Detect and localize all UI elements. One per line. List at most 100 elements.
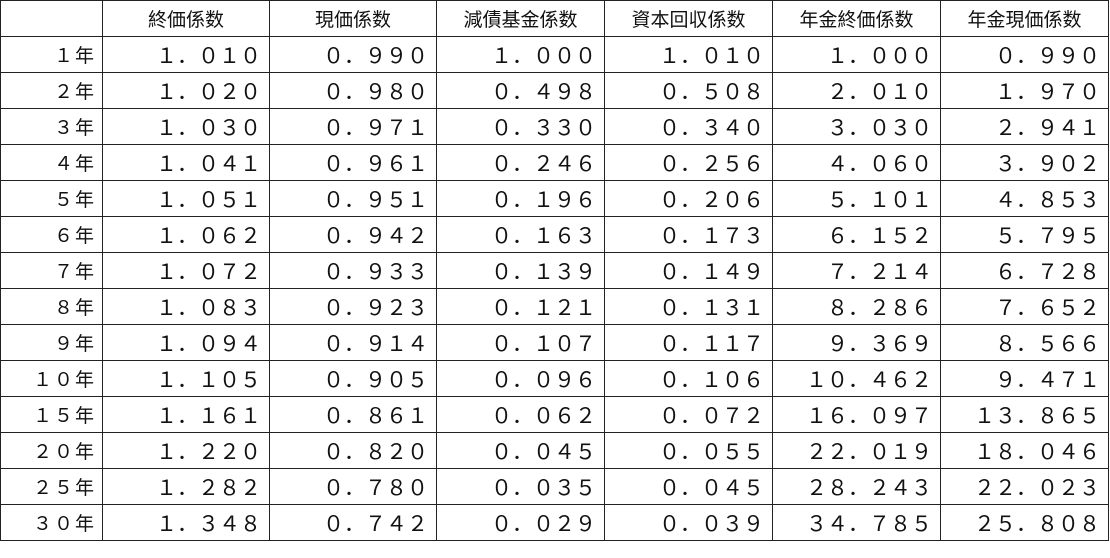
- cell-sinking-fund: ０．１９６: [436, 180, 605, 217]
- cell-future-value: １．０６２: [102, 216, 270, 253]
- cell-capital-recovery: ０．５０８: [604, 72, 773, 109]
- cell-annuity-future-value: ６．１５２: [772, 216, 941, 253]
- row-year-label: １５年: [0, 396, 103, 433]
- cell-sinking-fund: ０．１３９: [436, 252, 605, 289]
- cell-sinking-fund: ０．４９８: [436, 72, 605, 109]
- cell-sinking-fund: ０．１０７: [436, 324, 605, 361]
- cell-present-value: ０．９１４: [269, 324, 437, 361]
- cell-annuity-present-value: ７．６５２: [940, 288, 1109, 325]
- table-row: １５年 １．１６１ ０．８６１ ０．０６２ ０．０７２ １６．０９７ １３．８６５: [0, 396, 1109, 433]
- cell-capital-recovery: ０．１０６: [604, 360, 773, 397]
- cell-future-value: １．０７２: [102, 252, 270, 289]
- cell-annuity-future-value: ２２．０１９: [772, 432, 941, 469]
- row-year-label: ４年: [0, 144, 103, 181]
- cell-capital-recovery: ０．３４０: [604, 108, 773, 145]
- header-sinking-fund-factor: 減債基金係数: [436, 0, 605, 37]
- table-row: ２年 １．０２０ ０．９８０ ０．４９８ ０．５０８ ２．０１０ １．９７０: [0, 72, 1109, 109]
- cell-sinking-fund: ０．０４５: [436, 432, 605, 469]
- cell-annuity-present-value: ２５．８０８: [940, 504, 1109, 541]
- row-year-label: ３０年: [0, 504, 103, 541]
- cell-present-value: ０．９５１: [269, 180, 437, 217]
- cell-sinking-fund: ０．１２１: [436, 288, 605, 325]
- cell-future-value: １．３４８: [102, 504, 270, 541]
- cell-future-value: １．２２０: [102, 432, 270, 469]
- table-row: １０年 １．１０５ ０．９０５ ０．０９６ ０．１０６ １０．４６２ ９．４７１: [0, 360, 1109, 397]
- cell-annuity-present-value: ５．７９５: [940, 216, 1109, 253]
- cell-present-value: ０．９９０: [269, 36, 437, 73]
- cell-annuity-present-value: ２２．０２３: [940, 468, 1109, 505]
- table-row: ２０年 １．２２０ ０．８２０ ０．０４５ ０．０５５ ２２．０１９ １８．０４６: [0, 432, 1109, 469]
- cell-annuity-future-value: ７．２１４: [772, 252, 941, 289]
- cell-annuity-future-value: ９．３６９: [772, 324, 941, 361]
- row-year-label: ７年: [0, 252, 103, 289]
- cell-annuity-future-value: ３４．７８５: [772, 504, 941, 541]
- cell-annuity-future-value: ３．０３０: [772, 108, 941, 145]
- cell-annuity-present-value: １３．８６５: [940, 396, 1109, 433]
- cell-capital-recovery: ０．０５５: [604, 432, 773, 469]
- cell-annuity-future-value: ４．０６０: [772, 144, 941, 181]
- row-year-label: ３年: [0, 108, 103, 145]
- table-row: ６年 １．０６２ ０．９４２ ０．１６３ ０．１７３ ６．１５２ ５．７９５: [0, 216, 1109, 253]
- header-row: 終価係数 現価係数 減債基金係数 資本回収係数 年金終価係数 年金現価係数: [0, 0, 1109, 37]
- cell-sinking-fund: ０．３３０: [436, 108, 605, 145]
- cell-sinking-fund: ０．２４６: [436, 144, 605, 181]
- cell-present-value: ０．９６１: [269, 144, 437, 181]
- cell-annuity-present-value: ３．９０２: [940, 144, 1109, 181]
- cell-sinking-fund: ０．０２９: [436, 504, 605, 541]
- cell-annuity-present-value: ２．９４１: [940, 108, 1109, 145]
- cell-sinking-fund: ０．０９６: [436, 360, 605, 397]
- cell-capital-recovery: ０．０７２: [604, 396, 773, 433]
- cell-annuity-present-value: ６．７２８: [940, 252, 1109, 289]
- cell-capital-recovery: ０．０３９: [604, 504, 773, 541]
- table-body: １年 １．０１０ ０．９９０ １．０００ １．０１０ １．０００ ０．９９０ ２年 １．０２０ ０…: [0, 36, 1109, 541]
- row-year-label: ２年: [0, 72, 103, 109]
- table-row: ５年 １．０５１ ０．９５１ ０．１９６ ０．２０６ ５．１０１ ４．８５３: [0, 180, 1109, 217]
- row-year-label: １年: [0, 36, 103, 73]
- cell-annuity-present-value: １．９７０: [940, 72, 1109, 109]
- cell-annuity-future-value: １６．０９７: [772, 396, 941, 433]
- row-year-label: ２０年: [0, 432, 103, 469]
- row-year-label: １０年: [0, 360, 103, 397]
- table-row: ３年 １．０３０ ０．９７１ ０．３３０ ０．３４０ ３．０３０ ２．９４１: [0, 108, 1109, 145]
- table-row: ２５年 １．２８２ ０．７８０ ０．０３５ ０．０４５ ２８．２４３ ２２．０２３: [0, 468, 1109, 505]
- cell-sinking-fund: ０．１６３: [436, 216, 605, 253]
- cell-annuity-present-value: ９．４７１: [940, 360, 1109, 397]
- cell-future-value: １．１０５: [102, 360, 270, 397]
- cell-present-value: ０．８２０: [269, 432, 437, 469]
- header-corner-cell: [0, 0, 103, 37]
- cell-capital-recovery: ０．１４９: [604, 252, 773, 289]
- header-annuity-future-value-factor: 年金終価係数: [772, 0, 941, 37]
- header-capital-recovery-factor: 資本回収係数: [604, 0, 773, 37]
- table-row: ８年 １．０８３ ０．９２３ ０．１２１ ０．１３１ ８．２８６ ７．６５２: [0, 288, 1109, 325]
- header-annuity-present-value-factor: 年金現価係数: [940, 0, 1109, 37]
- cell-sinking-fund: ０．０６２: [436, 396, 605, 433]
- cell-capital-recovery: ０．１７３: [604, 216, 773, 253]
- row-year-label: ５年: [0, 180, 103, 217]
- cell-present-value: ０．９８０: [269, 72, 437, 109]
- cell-future-value: １．０９４: [102, 324, 270, 361]
- cell-present-value: ０．９０５: [269, 360, 437, 397]
- table-row: ７年 １．０７２ ０．９３３ ０．１３９ ０．１４９ ７．２１４ ６．７２８: [0, 252, 1109, 289]
- cell-annuity-present-value: １８．０４６: [940, 432, 1109, 469]
- table-row: ３０年 １．３４８ ０．７４２ ０．０２９ ０．０３９ ３４．７８５ ２５．８０８: [0, 504, 1109, 541]
- coefficient-table: 終価係数 現価係数 減債基金係数 資本回収係数 年金終価係数 年金現価係数 １年…: [0, 0, 1109, 541]
- cell-sinking-fund: １．０００: [436, 36, 605, 73]
- cell-present-value: ０．９３３: [269, 252, 437, 289]
- cell-capital-recovery: ０．１１７: [604, 324, 773, 361]
- cell-present-value: ０．７８０: [269, 468, 437, 505]
- cell-future-value: １．０３０: [102, 108, 270, 145]
- cell-future-value: １．０２０: [102, 72, 270, 109]
- cell-annuity-future-value: ８．２８６: [772, 288, 941, 325]
- cell-future-value: １．０８３: [102, 288, 270, 325]
- table-row: ９年 １．０９４ ０．９１４ ０．１０７ ０．１１７ ９．３６９ ８．５６６: [0, 324, 1109, 361]
- cell-present-value: ０．８６１: [269, 396, 437, 433]
- header-future-value-factor: 終価係数: [102, 0, 270, 37]
- cell-present-value: ０．９４２: [269, 216, 437, 253]
- row-year-label: ２５年: [0, 468, 103, 505]
- cell-annuity-present-value: ４．８５３: [940, 180, 1109, 217]
- cell-future-value: １．２８２: [102, 468, 270, 505]
- cell-annuity-future-value: ２．０１０: [772, 72, 941, 109]
- cell-capital-recovery: １．０１０: [604, 36, 773, 73]
- cell-capital-recovery: ０．０４５: [604, 468, 773, 505]
